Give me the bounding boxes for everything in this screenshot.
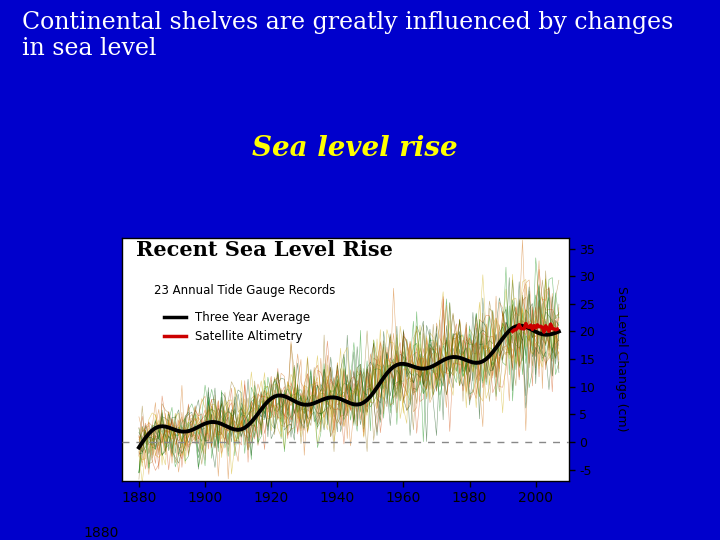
Text: 23 Annual Tide Gauge Records: 23 Annual Tide Gauge Records — [153, 284, 335, 297]
Text: Sea level rise: Sea level rise — [252, 135, 458, 162]
Text: Continental shelves are greatly influenced by changes
in sea level: Continental shelves are greatly influenc… — [22, 11, 673, 60]
Legend: Three Year Average, Satellite Altimetry: Three Year Average, Satellite Altimetry — [160, 307, 315, 348]
Text: 1880: 1880 — [83, 526, 119, 540]
Text: Recent Sea Level Rise: Recent Sea Level Rise — [136, 240, 392, 260]
Y-axis label: Sea Level Change (cm): Sea Level Change (cm) — [615, 286, 628, 432]
